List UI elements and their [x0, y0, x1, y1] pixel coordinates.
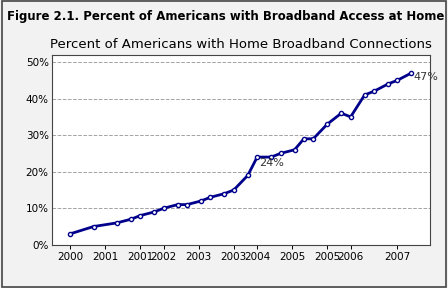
Text: 47%: 47% [414, 72, 439, 82]
Text: 24%: 24% [259, 158, 284, 168]
Text: Figure 2.1. Percent of Americans with Broadband Access at Home: Figure 2.1. Percent of Americans with Br… [7, 10, 444, 23]
Title: Percent of Americans with Home Broadband Connections: Percent of Americans with Home Broadband… [50, 38, 432, 51]
